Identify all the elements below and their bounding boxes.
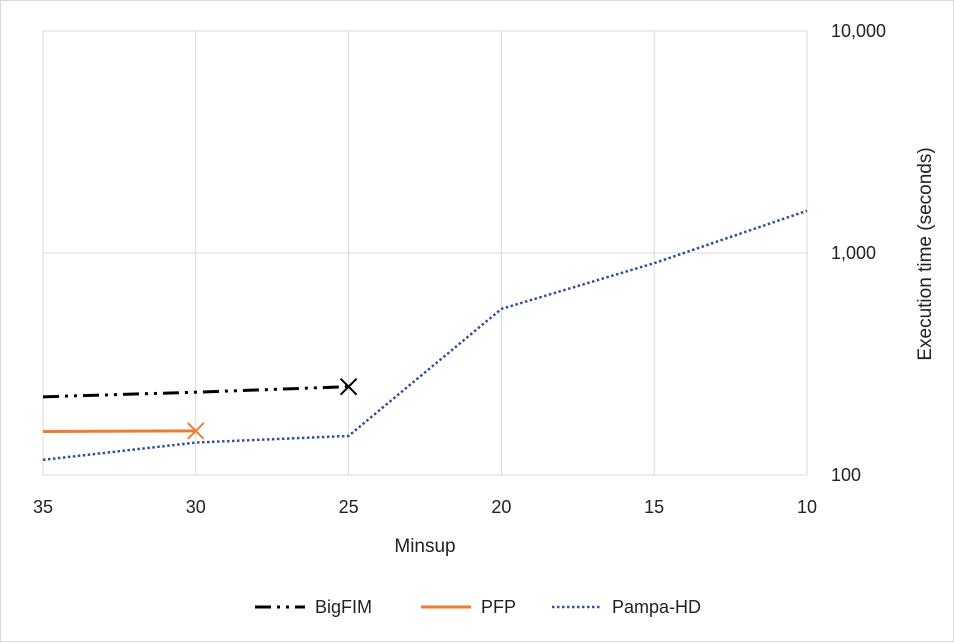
series-line-pfp bbox=[43, 431, 196, 432]
legend: BigFIM PFP Pampa-HD bbox=[255, 597, 701, 617]
legend-item-bigfim: BigFIM bbox=[255, 597, 372, 617]
x-tick-label: 35 bbox=[33, 497, 53, 517]
legend-item-pfp: PFP bbox=[421, 597, 516, 617]
series-layer bbox=[43, 211, 807, 460]
x-axis-title: Minsup bbox=[394, 536, 455, 557]
legend-label: Pampa-HD bbox=[612, 597, 701, 617]
y-tick-label: 10,000 bbox=[831, 21, 886, 41]
x-tick-label: 30 bbox=[186, 497, 206, 517]
x-tick-label: 15 bbox=[644, 497, 664, 517]
legend-item-pampa-hd: Pampa-HD bbox=[552, 597, 701, 617]
y-tick-labels: 100 1,000 10,000 bbox=[831, 21, 886, 485]
series-line-pampa-hd bbox=[43, 211, 807, 460]
x-tick-label: 20 bbox=[491, 497, 511, 517]
x-tick-label: 25 bbox=[339, 497, 359, 517]
y-tick-label: 1,000 bbox=[831, 243, 876, 263]
x-tick-labels: 35 30 25 20 15 10 bbox=[33, 497, 817, 517]
gridlines bbox=[43, 31, 807, 475]
x-tick-label: 10 bbox=[797, 497, 817, 517]
legend-label: BigFIM bbox=[315, 597, 372, 617]
y-axis-title: Execution time (seconds) bbox=[915, 147, 936, 360]
legend-label: PFP bbox=[481, 597, 516, 617]
y-tick-label: 100 bbox=[831, 465, 861, 485]
